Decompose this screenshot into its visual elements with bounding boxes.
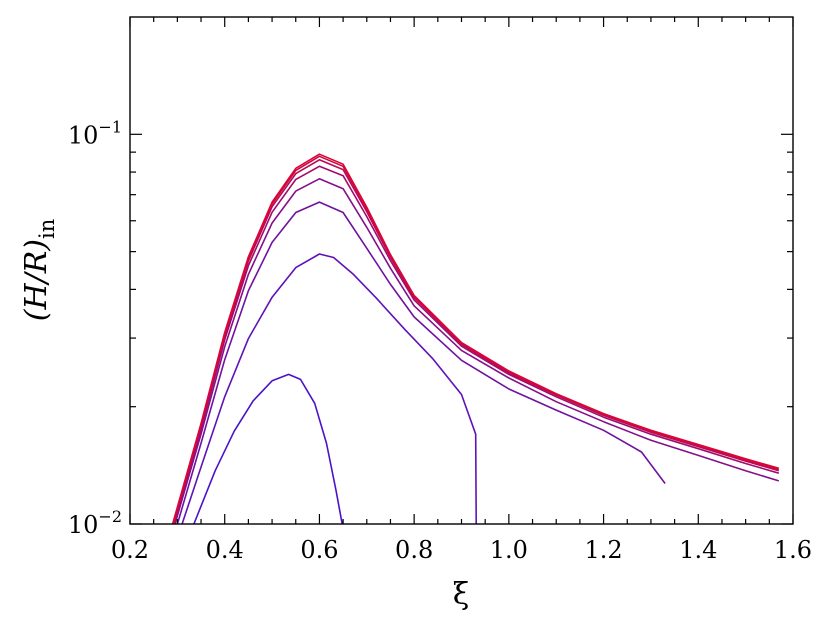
series-line-8	[171, 153, 780, 524]
x-tick-label: 1.2	[584, 536, 622, 564]
series-layer	[171, 153, 780, 524]
y-tick-label: 10−2	[68, 507, 122, 539]
x-tick-label: 1.0	[490, 536, 528, 564]
x-tick-label: 0.2	[111, 536, 149, 564]
tick-labels-layer: 0.2 0.4 0.6 0.8 1.0 1.2 1.4 1.6 10−2 10−1	[68, 117, 812, 564]
y-axis-title-main: (H/R)	[19, 239, 54, 321]
x-tick-label: 0.4	[206, 536, 244, 564]
ticks-layer	[129, 17, 794, 525]
x-tick-label: 0.6	[300, 536, 338, 564]
series-line-5	[173, 165, 780, 524]
series-line-4	[174, 178, 780, 524]
y-axis-title: (H/R)in	[19, 219, 59, 322]
series-line-3	[176, 201, 666, 524]
x-tick-label: 1.6	[774, 536, 812, 564]
x-tick-label: 0.8	[395, 536, 433, 564]
series-line-2	[181, 253, 477, 524]
series-line-1	[193, 373, 343, 524]
y-axis-title-sub: in	[35, 219, 59, 239]
y-tick-label: 10−1	[68, 117, 122, 149]
x-axis-title: ξ	[453, 577, 470, 612]
x-tick-label: 1.4	[679, 536, 717, 564]
